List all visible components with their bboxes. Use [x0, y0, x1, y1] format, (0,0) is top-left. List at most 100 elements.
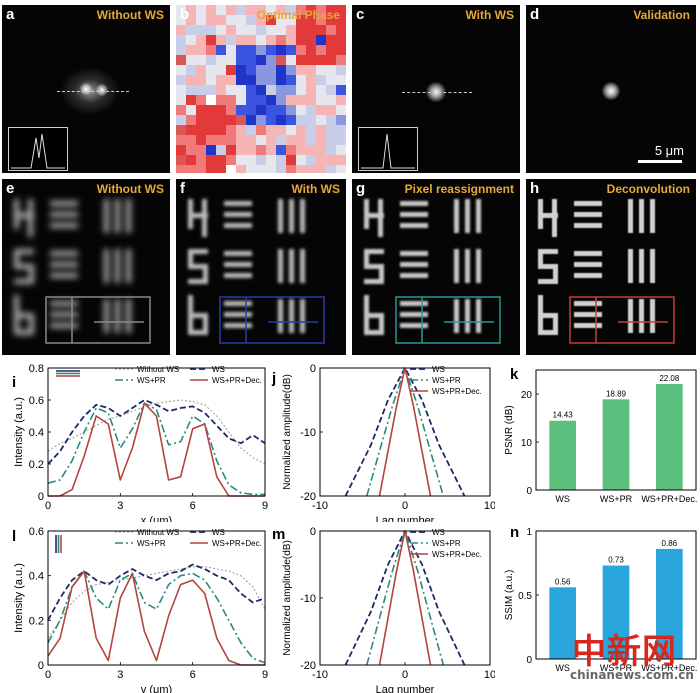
phase-cell — [246, 165, 256, 173]
vertical-bar — [300, 299, 305, 333]
legend-label: WS+PR — [432, 539, 461, 548]
phase-cell — [266, 165, 276, 173]
phase-cell — [316, 45, 326, 55]
vertical-bar — [300, 249, 305, 283]
phase-cell — [246, 145, 256, 155]
phase-cell — [306, 145, 316, 155]
phase-cell — [316, 105, 326, 115]
phase-cell — [296, 135, 306, 145]
phase-cell — [286, 115, 296, 125]
digit-stroke — [553, 264, 558, 282]
phase-cell — [316, 115, 326, 125]
phase-cell — [186, 155, 196, 165]
vertical-bar — [476, 249, 481, 283]
phase-cell — [216, 155, 226, 165]
phase-cell — [286, 75, 296, 85]
phase-cell — [266, 65, 276, 75]
phase-cell — [226, 165, 236, 173]
phase-cell — [226, 155, 236, 165]
panel-letter: f — [180, 180, 185, 197]
legend-label: Without WS — [137, 365, 179, 374]
vertical-bar — [126, 249, 131, 283]
vertical-bar — [628, 299, 633, 333]
phase-cell — [316, 65, 326, 75]
digit-stroke — [188, 330, 208, 335]
phase-cell — [286, 65, 296, 75]
y-axis-label: Normalized amplitude(dB) — [282, 374, 293, 490]
phase-cell — [236, 105, 246, 115]
legend-label: WS+PR+Dec. — [212, 539, 262, 548]
phase-cell — [176, 125, 186, 135]
phase-cell — [266, 45, 276, 55]
phase-cell — [206, 145, 216, 155]
vertical-bar — [104, 199, 109, 233]
horizontal-bar — [400, 323, 428, 328]
phase-cell — [206, 125, 216, 135]
phase-cell — [296, 75, 306, 85]
phase-cell — [296, 165, 306, 173]
digit-stroke — [378, 199, 383, 237]
target-features — [364, 199, 481, 335]
phase-cell — [186, 55, 196, 65]
chart-n-ssim: 0 0.5 1 0.56 WS 0.73 WS+PR 0.86 WS+PR+Dec. SSIM (… — [504, 527, 697, 673]
panel-f-with-ws: f With WS — [176, 179, 346, 355]
vertical-bar — [115, 299, 120, 333]
phase-cell — [186, 115, 196, 125]
phase-cell — [246, 55, 256, 65]
phase-cell — [336, 145, 346, 155]
y-tick-label: 0.8 — [29, 363, 44, 375]
phase-cell — [286, 55, 296, 65]
digit-stroke — [538, 249, 543, 267]
chart-l-intensity-y: 0 3 6 9 0 0.2 0.4 0.6 y (μm) Intensity (a.u.) With… — [13, 526, 268, 693]
horizontal-bar — [224, 201, 252, 206]
phase-cell — [176, 105, 186, 115]
vertical-bar — [465, 249, 470, 283]
digit-stroke — [29, 264, 34, 282]
y-tick-label: 0 — [526, 655, 532, 666]
digit-stroke — [538, 249, 558, 254]
phase-cell — [306, 85, 316, 95]
phase-cell — [266, 25, 276, 35]
phase-cell — [276, 75, 286, 85]
y-axis-label: Intensity (a.u.) — [13, 397, 25, 467]
vertical-bar — [650, 299, 655, 333]
phase-cell — [206, 95, 216, 105]
phase-cell — [196, 15, 206, 25]
profile-inset — [8, 127, 68, 171]
digit-stroke — [364, 264, 384, 269]
phase-cell — [296, 105, 306, 115]
scale-bar — [638, 160, 682, 163]
phase-cell — [196, 165, 206, 173]
phase-cell — [206, 165, 216, 173]
phase-cell — [286, 165, 296, 173]
bar — [549, 420, 576, 490]
phase-cell — [316, 35, 326, 45]
phase-cell — [246, 75, 256, 85]
panel-a-without-ws: a Without WS — [2, 5, 170, 173]
phase-cell — [256, 15, 266, 25]
vertical-bar — [126, 199, 131, 233]
digit-stroke — [379, 313, 384, 335]
phase-cell — [326, 115, 336, 125]
phase-cell — [276, 125, 286, 135]
y-tick-label: 0.6 — [29, 526, 44, 538]
phase-cell — [196, 145, 206, 155]
phase-cell — [256, 155, 266, 165]
phase-cell — [316, 135, 326, 145]
x-tick-label: 10 — [484, 669, 495, 681]
phase-cell — [286, 145, 296, 155]
legend-label: WS — [212, 528, 225, 537]
phase-cell — [286, 15, 296, 25]
panel-g-pixel-reassignment: g Pixel reassignment — [352, 179, 520, 355]
phase-cell — [306, 55, 316, 65]
y-tick-label: 10 — [521, 438, 533, 449]
profile-inset-plot — [11, 133, 65, 169]
phase-cell — [316, 5, 326, 15]
phase-cell — [206, 25, 216, 35]
legend-label: WS+PR+Dec. — [432, 550, 482, 559]
x-tick-label: 6 — [190, 669, 196, 681]
horizontal-bar — [400, 251, 428, 256]
phase-cell — [296, 95, 306, 105]
phase-cell — [226, 135, 236, 145]
phase-cell — [226, 25, 236, 35]
